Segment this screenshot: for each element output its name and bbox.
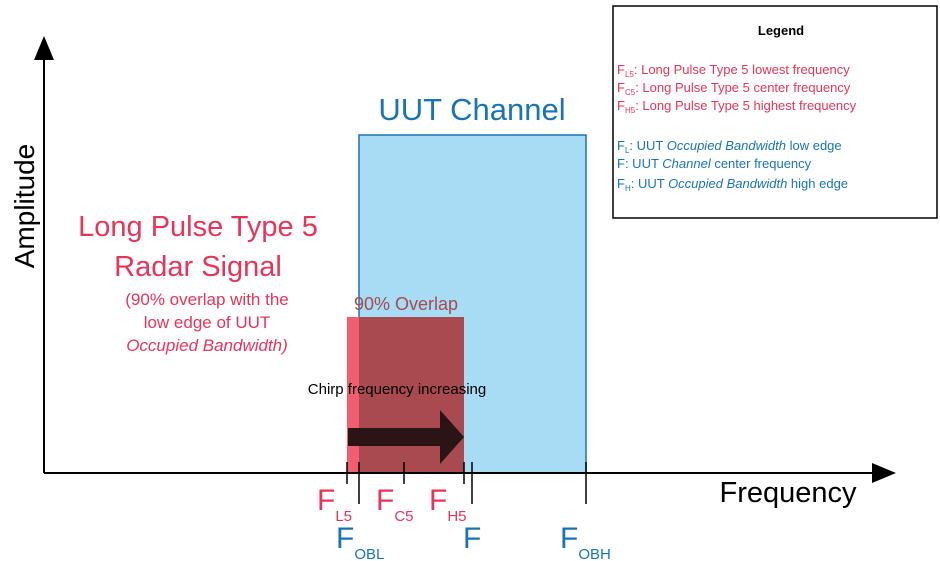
marker-f-l5: FL5 (317, 484, 352, 525)
legend-item-f-l: FL: UUT Occupied Bandwidth low edge (617, 138, 842, 155)
y-axis-label: Amplitude (9, 144, 40, 269)
legend-item-f: F: UUT Channel center frequency (617, 156, 812, 171)
uut-channel-title: UUT Channel (378, 92, 565, 127)
overlap-label: 90% Overlap (354, 294, 458, 314)
radar-title-line1: Long Pulse Type 5 (78, 211, 318, 243)
radar-note-line2: low edge of UUT (144, 313, 271, 332)
chirp-label: Chirp frequency increasing (308, 381, 486, 398)
marker-f-obh: FOBH (560, 522, 611, 561)
legend-item-f-c5: FC5: Long Pulse Type 5 center frequency (617, 80, 851, 97)
legend-item-f-h5: FH5: Long Pulse Type 5 highest frequency (617, 98, 857, 115)
legend-box (612, 5, 938, 219)
marker-f-obl: FOBL (336, 522, 384, 561)
chirp-arrow (348, 410, 464, 464)
legend-item-f-l5: FL5: Long Pulse Type 5 lowest frequency (617, 62, 850, 79)
legend-title: Legend (758, 23, 804, 38)
x-axis-label: Frequency (719, 477, 857, 509)
marker-f-h5: FH5 (429, 484, 467, 525)
radar-note-line3: Occupied Bandwidth) (126, 336, 288, 355)
radar-title-line2: Radar Signal (114, 251, 282, 283)
legend-item-f-h: FH: UUT Occupied Bandwidth high edge (617, 176, 848, 193)
radar-note-line1: (90% overlap with the (125, 290, 288, 309)
marker-f-c5: FC5 (376, 484, 414, 525)
marker-f: F (463, 522, 481, 555)
